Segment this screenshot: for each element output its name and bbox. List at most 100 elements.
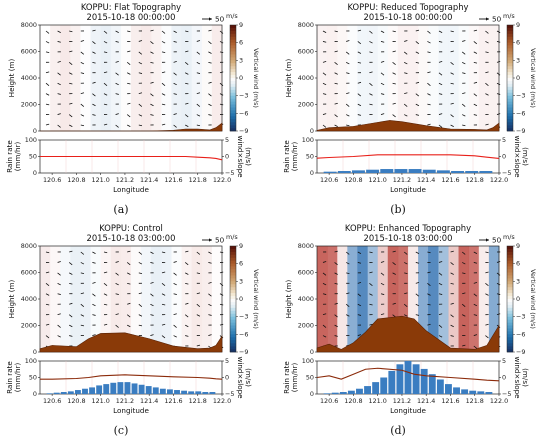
y2-tick-label: 5	[225, 357, 229, 365]
wind-vector	[473, 282, 478, 284]
windslope-bar	[53, 392, 60, 394]
wind-vector	[345, 51, 350, 55]
wind-shade-cell	[438, 25, 449, 131]
wind-vector	[138, 72, 143, 74]
wind-vector	[219, 251, 224, 254]
colorbar-tick-label: 0	[239, 295, 243, 303]
wind-vector	[80, 103, 85, 107]
windslope-bar	[451, 171, 465, 173]
colorbar-segment	[507, 36, 513, 41]
wind-shade-cell	[151, 25, 162, 131]
colorbar-segment	[230, 246, 236, 250]
wind-vector	[450, 82, 454, 85]
wind-vector	[496, 82, 501, 86]
wind-vector	[404, 114, 408, 117]
wind-shade-cell	[327, 25, 338, 131]
panel-caption: (c)	[114, 424, 129, 437]
windslope-bar	[138, 384, 145, 394]
windslope-bar	[82, 388, 88, 394]
windslope-bar	[323, 171, 337, 173]
wind-vector	[219, 103, 224, 106]
wind-vector	[346, 40, 350, 42]
rain-rate-line	[316, 154, 500, 160]
wind-vector	[485, 71, 489, 74]
wind-vector	[369, 30, 373, 34]
wind-vector	[322, 93, 327, 95]
wind-vector	[45, 335, 50, 339]
wind-shade-cell	[120, 246, 132, 352]
wind-vector	[57, 313, 61, 316]
wind-vector	[496, 30, 501, 33]
wind-vector	[196, 72, 201, 74]
colorbar-segment	[230, 346, 236, 350]
wind-vector	[427, 293, 431, 296]
windslope-bar	[351, 170, 365, 173]
colorbar-segment	[230, 313, 236, 317]
wind-vector	[161, 293, 166, 296]
y2-tick-label: 0	[225, 153, 229, 161]
windslope-bar	[366, 169, 380, 173]
wind-vector	[45, 71, 50, 74]
x-tick-label: 121.2	[393, 176, 411, 184]
wind-vector	[57, 61, 61, 63]
terrain-area	[316, 120, 500, 132]
colorbar-tick-label: 6	[516, 39, 520, 47]
x-tick-label: 121.4	[140, 176, 158, 184]
wind-vector	[357, 334, 362, 336]
wind-vector	[150, 282, 154, 284]
wind-vector	[427, 41, 431, 44]
wind-vector	[150, 51, 154, 54]
wind-vector	[92, 93, 96, 97]
wind-vector	[380, 82, 385, 86]
bottom-y-axis-label: Rain rate	[282, 140, 291, 173]
colorbar-segment	[507, 325, 513, 329]
wind-vector	[115, 272, 119, 276]
wind-vector	[369, 51, 373, 54]
colorbar-segment	[230, 33, 236, 38]
windslope-bar	[209, 392, 216, 394]
wind-vector	[346, 124, 350, 127]
windslope-bar	[103, 384, 110, 394]
windslope-bar	[479, 171, 493, 173]
wind-vector	[346, 262, 350, 265]
wind-vector	[462, 61, 466, 65]
windslope-bar	[420, 368, 428, 394]
wind-vector	[80, 72, 85, 74]
colorbar-segment	[507, 316, 513, 320]
x-tick-label: 120.8	[344, 397, 362, 405]
wind-vector	[92, 114, 96, 116]
wind-shade-cell	[40, 25, 51, 131]
wind-vector	[357, 81, 362, 84]
wind-shade-cell	[438, 246, 449, 352]
x-tick-label: 122.0	[490, 176, 508, 184]
wind-vector	[485, 283, 489, 287]
wind-vector	[138, 314, 143, 317]
wind-vector	[219, 82, 224, 86]
wind-vector	[345, 251, 350, 255]
wind-vector	[173, 261, 177, 263]
wind-shade-cell	[211, 246, 223, 352]
x-tick-label: 121.8	[189, 176, 207, 184]
wind-vector	[115, 124, 119, 128]
colorbar-segment	[230, 25, 236, 29]
x-tick-label: 120.6	[320, 397, 338, 405]
wind-vector	[57, 41, 61, 43]
rain-rate-line	[40, 155, 223, 161]
windslope-bar	[188, 391, 195, 394]
wind-shade-cell	[387, 25, 399, 131]
wind-vector	[334, 114, 338, 118]
colorbar-segment	[507, 319, 513, 323]
y2-tick-label: 0	[502, 153, 506, 161]
y2-axis-unit: (m/s)	[521, 368, 530, 387]
wind-vector	[346, 324, 350, 327]
bottom-y-axis-unit: (mm/hr)	[13, 363, 22, 393]
wind-vector	[161, 30, 166, 34]
wind-vector	[127, 50, 131, 53]
colorbar-segment	[507, 310, 513, 315]
wind-vector	[127, 72, 131, 75]
colorbar-tick-label: −3	[239, 313, 248, 321]
y2-axis-unit: (m/s)	[244, 368, 253, 387]
wind-vector	[403, 251, 408, 255]
colorbar-tick-label: 6	[239, 39, 243, 47]
colorbar-label: Vertical wind (m/s)	[252, 48, 260, 108]
